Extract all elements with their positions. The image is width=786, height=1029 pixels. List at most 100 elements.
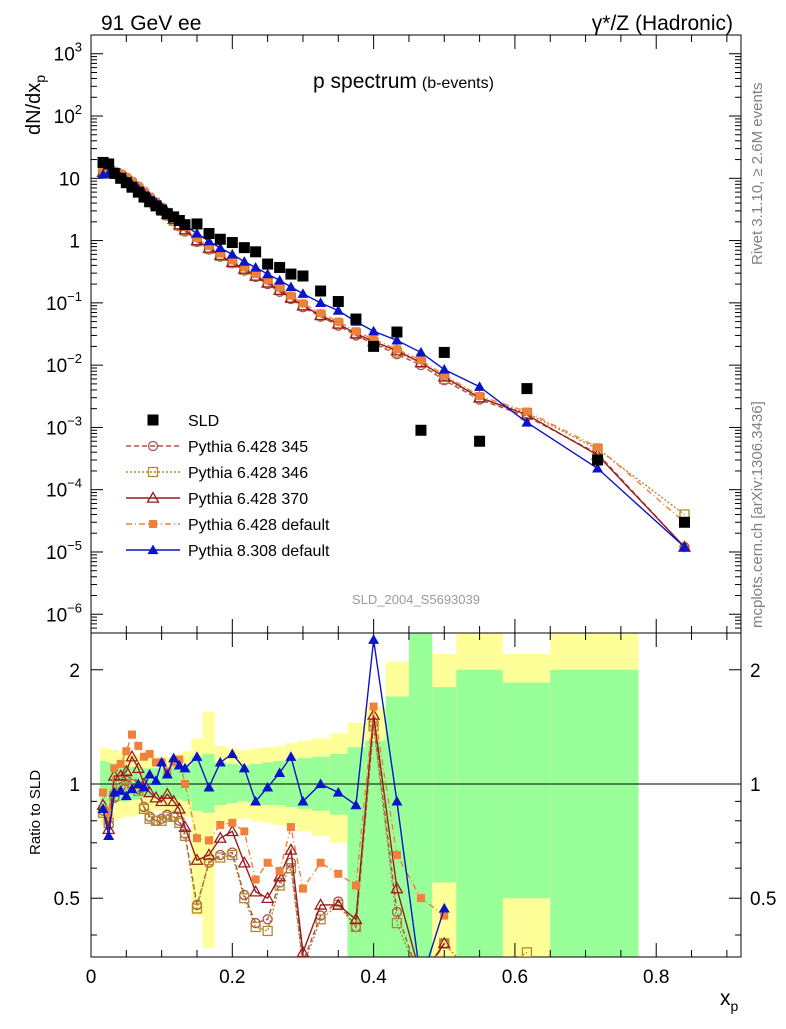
sld-point [592,454,604,466]
series-ratio-point-2 [107,769,121,781]
series-ratio-point-2 [202,848,216,860]
series-ratio-point-4 [179,762,191,773]
series-ratio-point-3 [275,866,284,875]
series-ratio-point-2 [125,749,139,762]
series-ratio-point-4 [173,759,185,770]
sld-point [161,208,173,220]
series-point-4 [332,305,344,315]
sld-point [97,156,109,168]
ratio-band-inner-34 [550,669,639,957]
series-point-4 [521,416,533,427]
series-ratio-point-1 [215,852,226,863]
series-point-4 [315,297,327,307]
series-ratio-point-4 [103,830,115,840]
series-ratio-point-4 [226,748,238,759]
x-tick-label: 0.4 [360,967,387,988]
series-ratio-point-3 [192,834,201,843]
series-ratio-point-3 [116,759,125,768]
series-ratio-point-0 [262,914,273,925]
series-point-3 [192,234,201,243]
series-point-3 [228,256,237,265]
series-ratio-point-2 [119,764,133,777]
series-ratio-point-1 [262,925,273,937]
ratio-band-inner-5 [129,766,136,800]
series-ratio-point-4 [238,762,250,773]
series-point-3 [392,345,401,354]
series-point-4 [415,346,427,357]
series-ratio-4 [97,634,450,957]
series-ratio-point-2 [160,787,174,799]
ratio-band-inner-31 [432,687,457,883]
main-y-tick-label: 10−1 [46,289,82,315]
sld-point [250,246,262,258]
series-ratio-point-1 [250,921,261,933]
series-point-4 [592,462,604,473]
series-ratio-point-0 [285,857,297,868]
plot-title: p spectrum (b-events) [313,70,494,93]
sld-point [350,313,362,325]
sld-point [103,158,115,170]
sld-point [391,326,403,338]
series-point-3 [475,391,484,400]
sld-point [115,172,127,184]
sld-points [97,156,690,528]
legend-label-4: Pythia 6.428 default [188,517,330,534]
series-ratio-point-3 [152,758,160,767]
x-tick-label: 0.8 [643,967,669,988]
series-ratio-point-0 [391,906,403,918]
series-ratio-point-1 [227,849,238,861]
series-ratio-point-1 [239,893,250,904]
legend-label-1: Pythia 6.428 345 [188,439,308,456]
series-ratio-point-3 [351,881,360,890]
x-tick-label: 0.2 [219,967,245,988]
series-ratio-point-1 [144,813,155,824]
ratio-ylabel: Ratio to SLD [27,770,44,855]
series-ratio-point-4 [150,775,162,785]
series-ratio-point-3 [392,850,401,859]
ratio-y-tick-label-left: 0.5 [54,889,80,910]
series-ratio-point-2 [131,761,145,774]
series-ratio-point-2 [213,831,227,843]
legend-label-2: Pythia 6.428 346 [188,465,308,482]
series-point-3 [263,276,272,285]
side-text-rivet: Rivet 3.1.10, ≥ 2.6M events [749,83,766,266]
series-point-3 [286,291,295,300]
ratio-band-inner-10 [158,768,165,798]
series-point-4 [226,248,238,259]
series-point-4 [262,268,274,279]
ratio-band-inner-13 [176,766,183,800]
ratio-band-outer-15 [191,738,203,916]
x-axis-label: xp [720,987,739,1014]
legend-marker-5 [147,544,159,555]
series-ratio-point-4 [191,751,203,761]
analysis-watermark: SLD_2004_S5693039 [352,592,480,607]
series-ratio-point-1 [475,978,484,987]
series-point-3 [522,407,531,416]
sld-point [521,383,533,395]
series-ratio-point-1 [298,962,307,971]
series-ratio-point-2 [143,785,157,798]
sld-point [191,218,203,230]
sld-point [144,196,156,208]
series-ratio-point-2 [167,794,181,807]
series-ratio-point-3 [298,884,307,893]
series-ratio-point-3 [369,702,378,711]
series-ratio-point-4 [297,795,309,806]
series-ratio-point-2 [178,820,192,832]
series-ratio-point-3 [240,827,249,836]
series-ratio-point-3 [204,836,213,845]
series-ratio-point-4 [120,790,132,801]
series-ratio-point-2 [313,898,328,910]
series-ratio-point-4 [138,781,150,792]
series-ratio-point-2 [296,945,310,957]
main-y-tick-label: 102 [54,102,82,128]
ratio-band-inner-11 [164,768,171,798]
ratio-band-outer-16 [202,711,215,948]
series-ratio-point-3 [228,818,237,827]
series-ratio-point-3 [145,749,154,758]
series-ratio-point-2 [155,794,169,807]
series-ratio-point-3 [122,747,131,756]
sld-point [150,200,162,212]
series-ratio-point-2 [248,884,263,897]
series-ratio-point-4 [285,751,297,761]
